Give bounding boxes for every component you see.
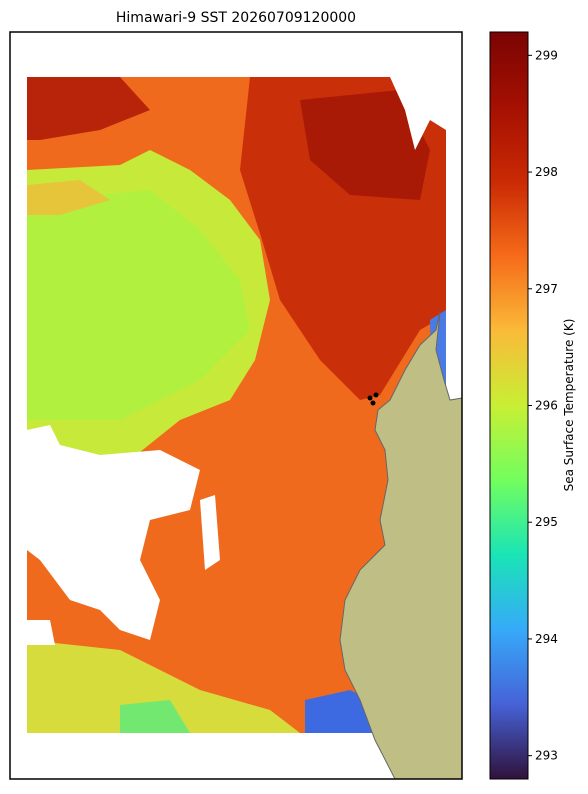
cool-coast (305, 690, 375, 733)
map-title: Himawari-9 SST 20260709120000 (116, 10, 356, 26)
marker (370, 400, 376, 406)
cloud-mask (27, 425, 200, 640)
colorbar-tick-label: 294 (535, 632, 558, 646)
colorbar (489, 31, 529, 780)
cloud-mask (390, 77, 446, 150)
cloud-mask (27, 620, 55, 645)
colorbar-tick-label: 296 (535, 399, 558, 413)
cloud-mask (200, 495, 220, 570)
map-area (27, 77, 462, 779)
colorbar-tick-label: 299 (535, 48, 558, 62)
colorbar-tick-label: 298 (535, 165, 558, 179)
warm-patch (27, 77, 150, 140)
colorbar-tick-label: 293 (535, 749, 558, 763)
cool-core (27, 190, 250, 420)
land (339, 311, 462, 779)
colorbar-tick-label: 297 (535, 282, 558, 296)
colorbar-tick-label: 295 (535, 515, 558, 529)
map-frame (9, 31, 463, 780)
marker (373, 392, 379, 398)
warm-eddy (300, 90, 430, 200)
colorbar-label: Sea Surface Temperature (K) (562, 319, 576, 492)
marker (367, 395, 373, 401)
mid-patch (27, 180, 110, 215)
cool-south (27, 640, 300, 733)
cool-spot (120, 700, 190, 733)
